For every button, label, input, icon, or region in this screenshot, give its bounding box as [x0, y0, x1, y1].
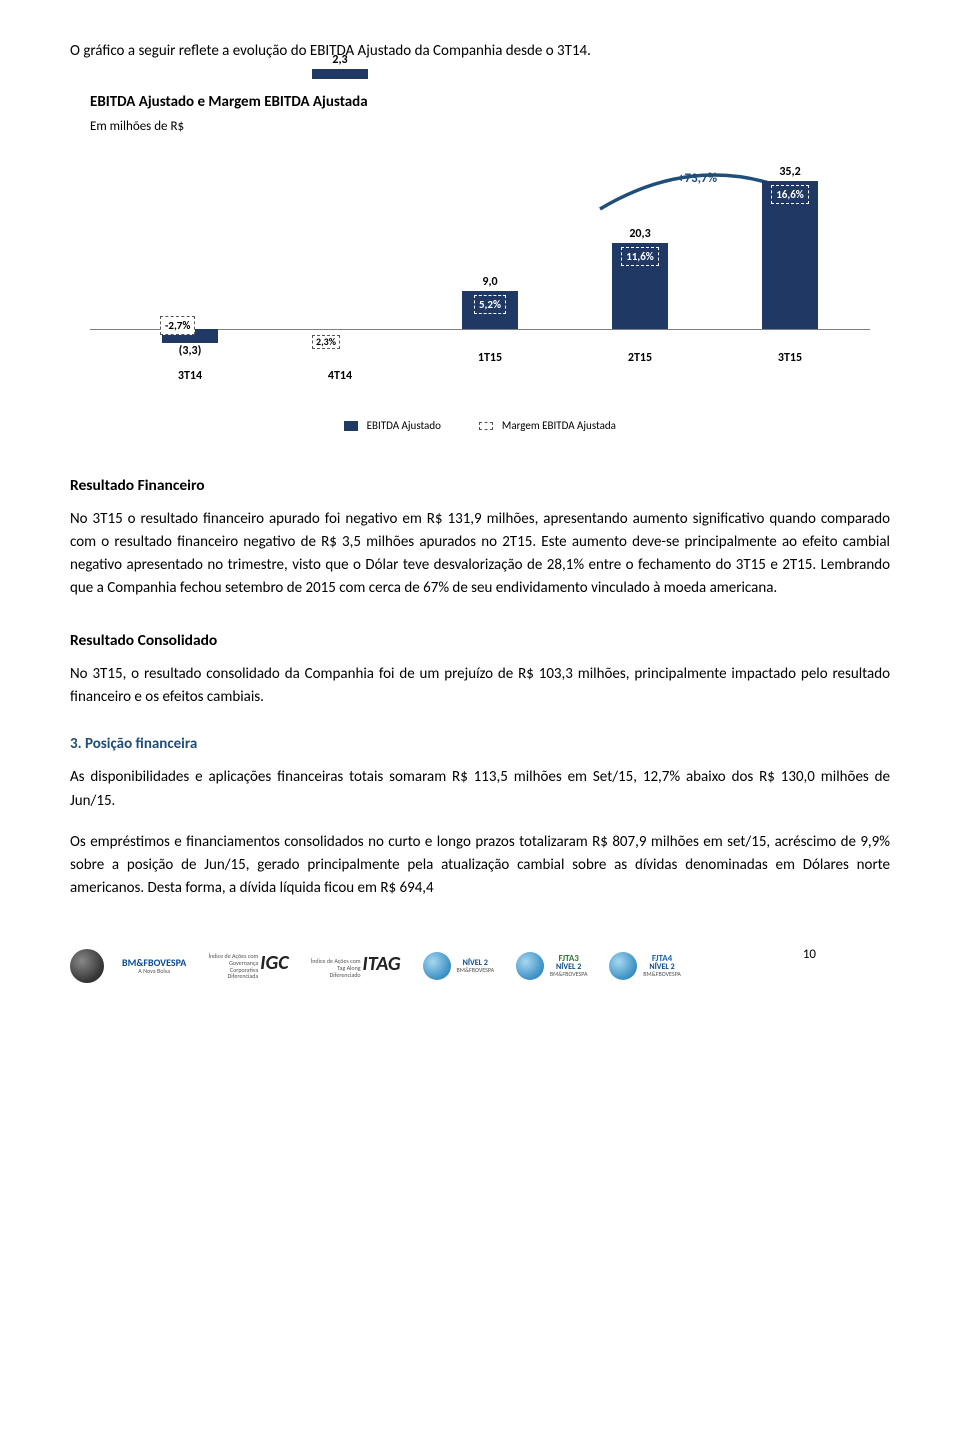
pct-3t14: -2,7% [160, 316, 195, 335]
legend-margem-label: Margem EBITDA Ajustada [502, 419, 616, 432]
bar-value-2t15: 20,3 [612, 225, 668, 244]
legend-ebitda-label: EBITDA Ajustado [367, 419, 441, 432]
heading-resultado-financeiro: Resultado Financeiro [70, 474, 890, 498]
body-posicao-2: Os empréstimos e financiamentos consolid… [70, 831, 890, 901]
itag-logo: Índice de Ações com Tag Along Diferencia… [307, 951, 405, 980]
xlabel-3t14: 3T14 [150, 367, 230, 386]
xlabel-1t15: 1T15 [450, 349, 530, 368]
xlabel-2t15: 2T15 [600, 349, 680, 368]
pct-2t15: 11,6% [621, 247, 659, 266]
fjta4-logo: FJTA4 NÍVEL 2 BM&FBOVESPA [605, 950, 684, 982]
bar-value-3t15: 35,2 [762, 163, 818, 182]
bar-value-1t15: 9,0 [462, 273, 518, 292]
pct-4t14: 2,3% [312, 335, 340, 349]
body-resultado-financeiro: No 3T15 o resultado financeiro apurado f… [70, 508, 890, 601]
company-logo-icon [70, 949, 104, 983]
heading-posicao-financeira: 3. Posição financeira [70, 733, 890, 756]
nivel2-logo-1: NÍVEL 2 BM&FBOVESPA [419, 950, 498, 982]
globe-icon [609, 952, 637, 980]
fjta3-text: FJTA3 NÍVEL 2 BM&FBOVESPA [550, 954, 588, 977]
body-posicao-1: As disponibilidades e aplicações finance… [70, 766, 890, 813]
itag-text: ITAG [362, 952, 400, 976]
xlabel-3t15: 3T15 [750, 349, 830, 368]
bar-value-4t14: 2,3 [312, 51, 368, 70]
globe-icon [516, 952, 544, 980]
legend-swatch-dashed-icon [479, 422, 493, 430]
heading-resultado-consolidado: Resultado Consolidado [70, 629, 890, 653]
bmf-logo: BM&FBOVESPA A Nova Bolsa [118, 955, 190, 977]
footer-logos: BM&FBOVESPA A Nova Bolsa Índice de Ações… [70, 949, 890, 983]
igc-prefix: Índice de Ações com Governança Corporati… [208, 953, 258, 979]
bmf-logo-sub: A Nova Bolsa [122, 968, 186, 975]
chart-legend: EBITDA Ajustado Margem EBITDA Ajustada [70, 417, 890, 434]
pct-1t15: 5,2% [474, 295, 506, 314]
fjta4-text: FJTA4 NÍVEL 2 BM&FBOVESPA [643, 954, 681, 977]
igc-text: IGC [260, 951, 288, 975]
bar-value-3t14: (3,3) [162, 342, 218, 361]
itag-prefix: Índice de Ações com Tag Along Diferencia… [311, 958, 361, 978]
legend-swatch-solid-icon [344, 421, 358, 431]
arrow-label: +73,7% [678, 169, 717, 189]
page-number: 10 [803, 945, 816, 965]
nivel2-text-1: NÍVEL 2 BM&FBOVESPA [456, 959, 494, 973]
igc-logo: Índice de Ações com Governança Corporati… [204, 950, 292, 982]
globe-icon [423, 952, 451, 980]
xlabel-4t14: 4T14 [300, 367, 380, 386]
chart-subtitle: Em milhões de R$ [70, 117, 890, 137]
legend-margem: Margem EBITDA Ajustada [479, 417, 615, 434]
intro-text: O gráfico a seguir reflete a evolução do… [70, 40, 890, 63]
chart-title: EBITDA Ajustado e Margem EBITDA Ajustada [70, 91, 890, 114]
legend-ebitda: EBITDA Ajustado [344, 417, 441, 434]
ebitda-chart: +73,7% (3,3) -2,7% 3T14 2,3 2,3% 4T14 9,… [90, 149, 870, 399]
body-resultado-consolidado: No 3T15, o resultado consolidado da Comp… [70, 663, 890, 710]
pct-3t15: 16,6% [771, 185, 809, 204]
fjta3-logo: FJTA3 NÍVEL 2 BM&FBOVESPA [512, 950, 591, 982]
